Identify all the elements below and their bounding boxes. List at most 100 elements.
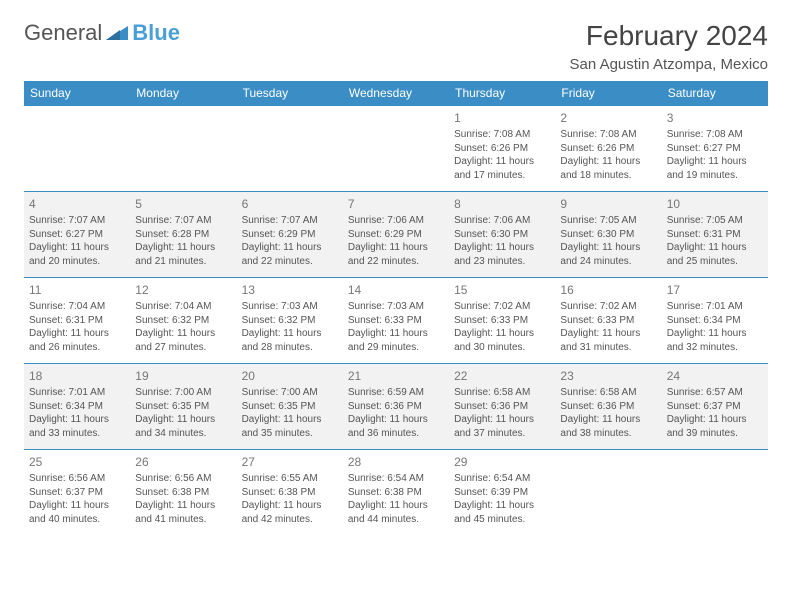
cell-sunrise: Sunrise: 7:01 AM — [667, 300, 763, 314]
cell-daylight1: Daylight: 11 hours — [560, 327, 656, 341]
cell-daylight1: Daylight: 11 hours — [348, 413, 444, 427]
cell-sunset: Sunset: 6:36 PM — [454, 400, 550, 414]
cell-sunrise: Sunrise: 7:05 AM — [560, 214, 656, 228]
cell-sunset: Sunset: 6:33 PM — [348, 314, 444, 328]
cell-sunset: Sunset: 6:34 PM — [29, 400, 125, 414]
page-title: February 2024 — [570, 20, 768, 52]
calendar-cell: 2Sunrise: 7:08 AMSunset: 6:26 PMDaylight… — [555, 106, 661, 192]
cell-daylight1: Daylight: 11 hours — [29, 327, 125, 341]
calendar-cell: 5Sunrise: 7:07 AMSunset: 6:28 PMDaylight… — [130, 192, 236, 278]
calendar-cell: 14Sunrise: 7:03 AMSunset: 6:33 PMDayligh… — [343, 278, 449, 364]
cell-daylight1: Daylight: 11 hours — [560, 155, 656, 169]
day-number: 1 — [454, 110, 550, 126]
cell-sunset: Sunset: 6:27 PM — [29, 228, 125, 242]
calendar-body: 1Sunrise: 7:08 AMSunset: 6:26 PMDaylight… — [24, 106, 768, 536]
cell-daylight1: Daylight: 11 hours — [667, 241, 763, 255]
day-number: 10 — [667, 196, 763, 212]
cell-sunrise: Sunrise: 7:08 AM — [454, 128, 550, 142]
calendar-cell: 26Sunrise: 6:56 AMSunset: 6:38 PMDayligh… — [130, 450, 236, 536]
cell-daylight2: and 37 minutes. — [454, 427, 550, 441]
calendar-table: SundayMondayTuesdayWednesdayThursdayFrid… — [24, 81, 768, 536]
cell-daylight1: Daylight: 11 hours — [242, 413, 338, 427]
calendar-cell: 20 Sunrise: 7:00 AMSunset: 6:35 PMDayligh… — [237, 364, 343, 450]
calendar-cell-empty — [237, 106, 343, 192]
cell-sunset: Sunset: 6:29 PM — [242, 228, 338, 242]
calendar-cell: 28Sunrise: 6:54 AMSunset: 6:38 PMDayligh… — [343, 450, 449, 536]
logo: General Blue — [24, 20, 180, 46]
cell-daylight1: Daylight: 11 hours — [29, 241, 125, 255]
cell-sunrise: Sunrise: 7:07 AM — [242, 214, 338, 228]
cell-sunrise: Sunrise: 7:04 AM — [29, 300, 125, 314]
cell-sunset: Sunset: 6:26 PM — [454, 142, 550, 156]
day-number: 14 — [348, 282, 444, 298]
cell-sunrise: Sunrise: 6:58 AM — [560, 386, 656, 400]
cell-sunset: Sunset: 6:37 PM — [29, 486, 125, 500]
cell-sunset: Sunset: 6:26 PM — [560, 142, 656, 156]
calendar-cell: 22Sunrise: 6:58 AMSunset: 6:36 PMDayligh… — [449, 364, 555, 450]
calendar-cell: 27Sunrise: 6:55 AMSunset: 6:38 PMDayligh… — [237, 450, 343, 536]
cell-daylight1: Daylight: 11 hours — [667, 327, 763, 341]
calendar-cell-empty — [130, 106, 236, 192]
cell-sunrise: Sunrise: 6:54 AM — [454, 472, 550, 486]
cell-daylight2: and 19 minutes. — [667, 169, 763, 183]
cell-sunrise: Sunrise: 6:57 AM — [667, 386, 763, 400]
cell-daylight2: and 45 minutes. — [454, 513, 550, 527]
cell-sunset: Sunset: 6:31 PM — [29, 314, 125, 328]
cell-sunrise: Sunrise: 6:56 AM — [29, 472, 125, 486]
calendar-row: 1Sunrise: 7:08 AMSunset: 6:26 PMDaylight… — [24, 106, 768, 192]
cell-sunset: Sunset: 6:29 PM — [348, 228, 444, 242]
calendar-cell: 1Sunrise: 7:08 AMSunset: 6:26 PMDaylight… — [449, 106, 555, 192]
day-number: 23 — [560, 368, 656, 384]
cell-daylight2: and 33 minutes. — [29, 427, 125, 441]
day-number: 4 — [29, 196, 125, 212]
cell-daylight1: Daylight: 11 hours — [242, 241, 338, 255]
cell-daylight2: and 34 minutes. — [135, 427, 231, 441]
cell-sunrise: Sunrise: 7:03 AM — [348, 300, 444, 314]
day-number: 22 — [454, 368, 550, 384]
cell-sunset: Sunset: 6:37 PM — [667, 400, 763, 414]
cell-daylight1: Daylight: 11 hours — [667, 413, 763, 427]
cell-daylight2: and 41 minutes. — [135, 513, 231, 527]
day-number: 20 — [242, 368, 338, 384]
calendar-cell: 7Sunrise: 7:06 AMSunset: 6:29 PMDaylight… — [343, 192, 449, 278]
calendar-cell: 11 Sunrise: 7:04 AMSunset: 6:31 PMDayligh… — [24, 278, 130, 364]
day-number: 19 — [135, 368, 231, 384]
cell-sunset: Sunset: 6:34 PM — [667, 314, 763, 328]
calendar-cell: 29Sunrise: 6:54 AMSunset: 6:39 PMDayligh… — [449, 450, 555, 536]
day-number: 28 — [348, 454, 444, 470]
cell-daylight1: Daylight: 11 hours — [348, 241, 444, 255]
cell-daylight2: and 24 minutes. — [560, 255, 656, 269]
cell-sunset: Sunset: 6:35 PM — [135, 400, 231, 414]
cell-sunrise: Sunrise: 7:00 AM — [135, 386, 231, 400]
day-number: 2 — [560, 110, 656, 126]
cell-sunset: Sunset: 6:31 PM — [667, 228, 763, 242]
cell-daylight2: and 32 minutes. — [667, 341, 763, 355]
cell-sunrise: Sunrise: 7:05 AM — [667, 214, 763, 228]
cell-sunset: Sunset: 6:33 PM — [454, 314, 550, 328]
cell-sunset: Sunset: 6:38 PM — [135, 486, 231, 500]
calendar-cell: 21Sunrise: 6:59 AMSunset: 6:36 PMDayligh… — [343, 364, 449, 450]
calendar-cell: 19Sunrise: 7:00 AMSunset: 6:35 PMDayligh… — [130, 364, 236, 450]
cell-daylight2: and 28 minutes. — [242, 341, 338, 355]
cell-sunrise: Sunrise: 7:00 AM — [242, 386, 338, 400]
cell-sunset: Sunset: 6:35 PM — [242, 400, 338, 414]
cell-sunset: Sunset: 6:33 PM — [560, 314, 656, 328]
cell-daylight2: and 44 minutes. — [348, 513, 444, 527]
cell-daylight1: Daylight: 11 hours — [135, 499, 231, 513]
cell-daylight1: Daylight: 11 hours — [454, 241, 550, 255]
cell-daylight2: and 17 minutes. — [454, 169, 550, 183]
calendar-row: 18Sunrise: 7:01 AMSunset: 6:34 PMDayligh… — [24, 364, 768, 450]
cell-sunset: Sunset: 6:30 PM — [560, 228, 656, 242]
day-number: 25 — [29, 454, 125, 470]
cell-daylight1: Daylight: 11 hours — [242, 327, 338, 341]
cell-sunrise: Sunrise: 7:06 AM — [454, 214, 550, 228]
day-number: 11 — [29, 282, 125, 298]
logo-triangle-icon — [106, 20, 128, 46]
cell-sunset: Sunset: 6:36 PM — [348, 400, 444, 414]
day-number: 27 — [242, 454, 338, 470]
cell-sunrise: Sunrise: 7:03 AM — [242, 300, 338, 314]
cell-sunset: Sunset: 6:39 PM — [454, 486, 550, 500]
calendar-cell: 23Sunrise: 6:58 AMSunset: 6:36 PMDayligh… — [555, 364, 661, 450]
day-header: Tuesday — [237, 81, 343, 106]
cell-daylight1: Daylight: 11 hours — [454, 413, 550, 427]
